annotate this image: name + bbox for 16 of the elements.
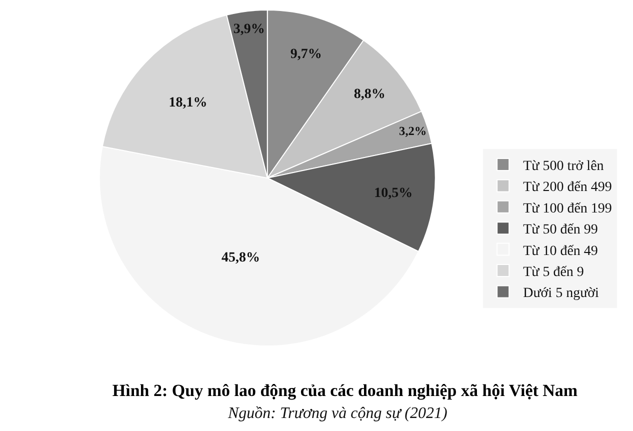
data-label: 45,8% (222, 250, 260, 266)
legend-label: Từ 200 đến 499 (523, 180, 612, 196)
text: Hình 2: Quy mô lao động của các doanh nghiệp xã hội Việt Nam (112, 380, 578, 400)
legend-label: Từ 100 đến 199 (523, 201, 612, 216)
legend-label: Từ 50 đến 99 (523, 222, 598, 238)
data-label: 10,5% (374, 186, 413, 202)
data-label: 3,9% (233, 22, 265, 37)
data-label: 3,2% (399, 124, 427, 138)
text: Nguồn: Trương và cộng sự (2021) (227, 405, 448, 422)
legend-label: Từ 10 đến 49 (523, 244, 598, 259)
data-label: 18,1% (168, 96, 208, 110)
data-label: 9,7% (290, 47, 322, 62)
legend-label: Từ 5 đến 9 (523, 264, 584, 280)
legend-label: Dưới 5 người (523, 286, 600, 302)
data-label: 8,8% (354, 87, 386, 102)
legend-label: Từ 500 trở lên (523, 158, 604, 174)
